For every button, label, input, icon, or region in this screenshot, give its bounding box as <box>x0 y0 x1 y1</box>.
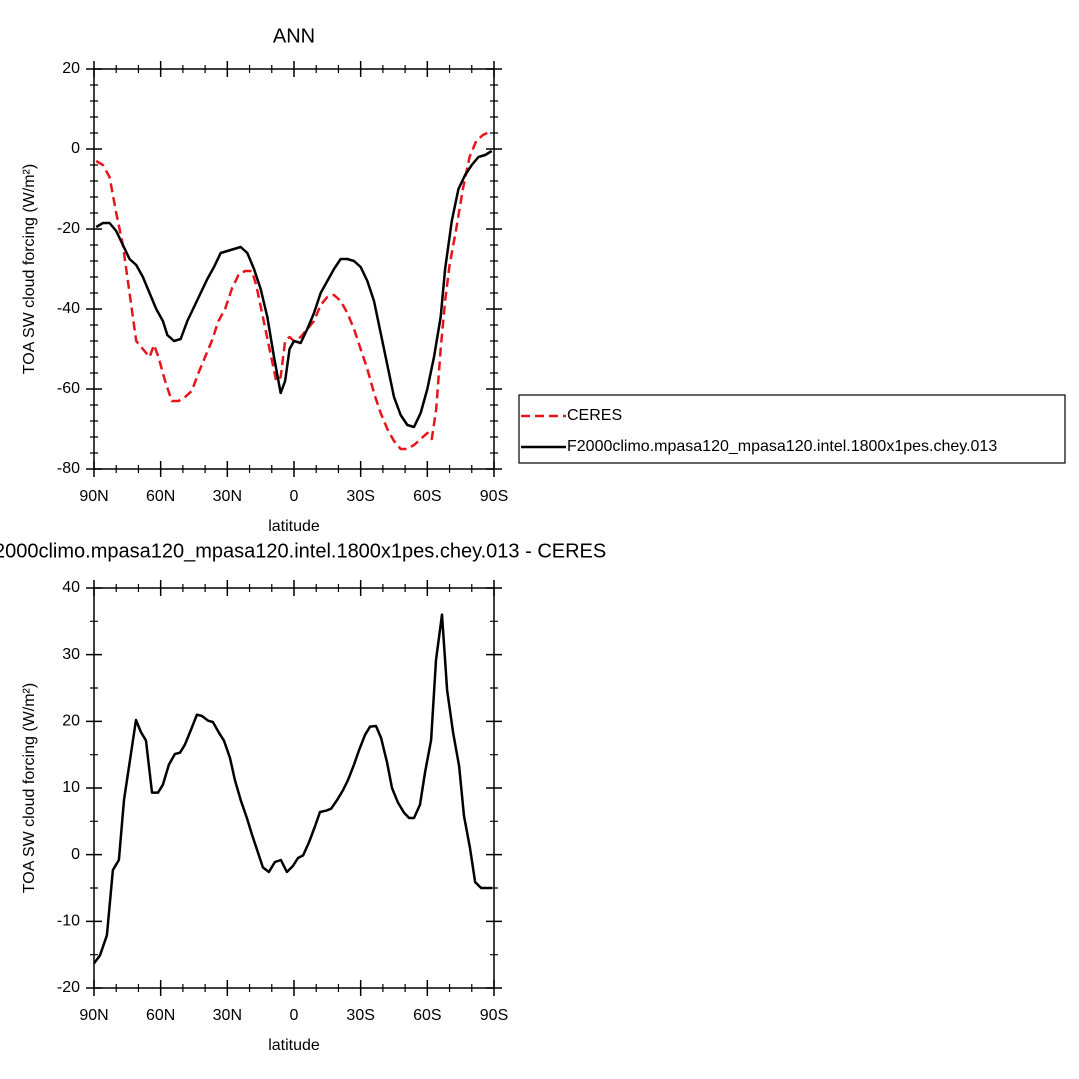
x-axis-label: latitude <box>268 518 320 535</box>
x-tick-label: 60N <box>146 1007 175 1024</box>
data-line <box>93 613 492 965</box>
legend-label: CERES <box>567 407 622 424</box>
y-tick-label: 10 <box>62 779 80 796</box>
y-tick-label: -60 <box>57 380 80 397</box>
legend-label: F2000climo.mpasa120_mpasa120.intel.1800x… <box>567 438 997 455</box>
x-tick-label: 90N <box>79 488 108 505</box>
x-tick-label: 30S <box>346 488 374 505</box>
x-tick-label: 90N <box>79 1007 108 1024</box>
x-tick-label: 60S <box>413 1007 441 1024</box>
y-tick-label: -40 <box>57 300 80 317</box>
y-tick-label: 0 <box>71 846 80 863</box>
x-axis-label: latitude <box>268 1037 320 1054</box>
y-tick-label: 20 <box>62 60 80 77</box>
y-tick-label: 20 <box>62 713 80 730</box>
x-tick-label: 0 <box>290 488 299 505</box>
data-line <box>95 129 493 451</box>
x-tick-label: 90S <box>480 1007 508 1024</box>
plot-frame <box>93 68 495 470</box>
y-axis-label: TOA SW cloud forcing (W/m²) <box>21 683 38 893</box>
y-tick-label: 40 <box>62 579 80 596</box>
chart-title: F2000climo.mpasa120_mpasa120.intel.1800x… <box>0 540 606 562</box>
x-tick-label: 30N <box>213 488 242 505</box>
data-line <box>95 149 493 429</box>
y-tick-label: -20 <box>57 979 80 996</box>
legend-box <box>518 394 1066 464</box>
y-tick-label: 30 <box>62 646 80 663</box>
x-tick-label: 0 <box>290 1007 299 1024</box>
chart-title: ANN <box>273 25 315 47</box>
x-tick-label: 60N <box>146 488 175 505</box>
x-tick-label: 30N <box>213 1007 242 1024</box>
y-tick-label: -10 <box>57 913 80 930</box>
x-tick-label: 90S <box>480 488 508 505</box>
y-tick-label: 0 <box>71 140 80 157</box>
x-tick-label: 30S <box>346 1007 374 1024</box>
y-tick-label: -20 <box>57 220 80 237</box>
x-tick-label: 60S <box>413 488 441 505</box>
y-axis-label: TOA SW cloud forcing (W/m²) <box>21 164 38 374</box>
y-tick-label: -80 <box>57 460 80 477</box>
plot-frame <box>93 587 495 989</box>
